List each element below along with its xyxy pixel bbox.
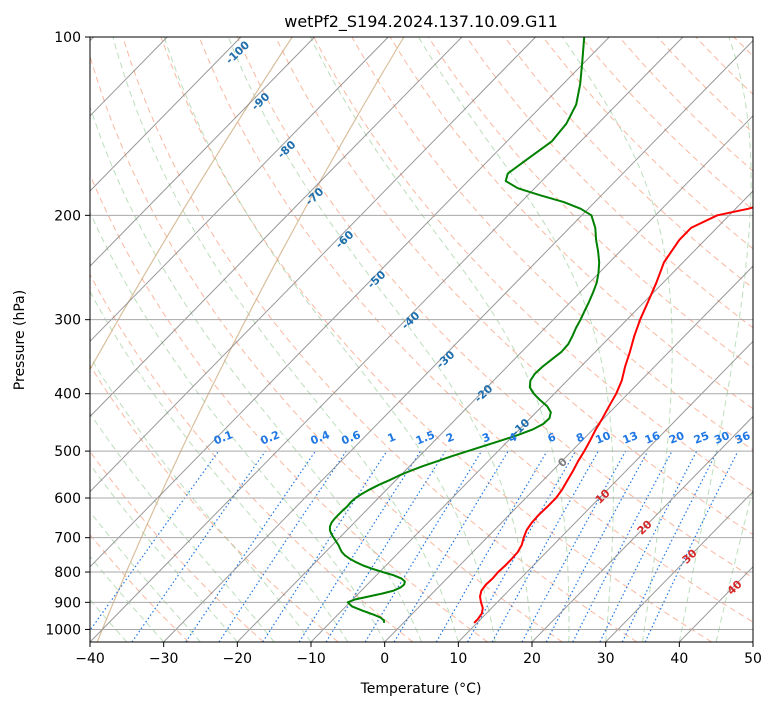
dry-adiabat-line (313, 37, 753, 493)
y-tick-label: 600 (54, 491, 81, 507)
isotherm-line (457, 340, 753, 642)
y-axis: 100 200 300 400 500 600 700 800 900 1000 (45, 30, 90, 638)
y-axis-title: Pressure (hPa) (12, 290, 28, 390)
moist-adiabat-line (90, 105, 422, 642)
x-tick-label: −10 (296, 651, 326, 667)
mixing-ratio-line (621, 450, 718, 642)
reference-curve-line (90, 37, 293, 371)
moist-adiabat-line (163, 37, 496, 642)
isotherm-line (605, 490, 753, 642)
moist-adiabat-line (90, 210, 386, 642)
mixing-ratio-line (466, 450, 577, 642)
y-tick-label: 1000 (45, 622, 81, 638)
plot-frame (89, 36, 754, 643)
moist-adiabat-line (678, 37, 752, 642)
isotherm-line (90, 37, 536, 493)
x-tick-label: −40 (75, 651, 105, 667)
chart-title: wetPf2_S194.2024.137.10.09.G11 (284, 12, 558, 32)
isotherm-line (90, 37, 610, 568)
mixing-ratio-line (364, 450, 483, 642)
mixing-ratio-line (545, 450, 649, 642)
mixing-ratio-label: 16 (643, 429, 662, 447)
isotherm-line (90, 37, 242, 192)
mixing-ratio-label: 10 (593, 429, 612, 447)
mixing-ratio-label: 30 (712, 429, 731, 447)
moist-adiabat-line (715, 487, 753, 642)
mixing-ratio-line (262, 450, 388, 642)
dry-adiabat-line (236, 37, 753, 579)
y-tick-label: 100 (54, 30, 81, 46)
y-tick-label: 900 (54, 595, 81, 611)
moist-adiabat-line (309, 37, 570, 642)
reference-curve-line (96, 37, 405, 642)
mixing-ratio-label: 20 (667, 429, 686, 447)
dry-adiabat-line (90, 173, 488, 642)
dry-adiabat-line (90, 54, 563, 642)
dry-adiabat-line (90, 364, 339, 642)
dewpoint-profile-line (328, 37, 601, 624)
isotherm-line (531, 415, 753, 642)
profile-series (328, 37, 753, 624)
isotherm-line (163, 39, 753, 642)
mixing-ratio-line (599, 450, 698, 642)
y-tick-label: 500 (54, 444, 81, 460)
x-tick-label: 50 (744, 651, 762, 667)
x-tick-label: −30 (149, 651, 179, 667)
x-axis-title: Temperature (°C) (360, 681, 482, 697)
y-tick-label: 200 (54, 208, 81, 224)
mixing-ratio-label: 8 (574, 430, 586, 445)
mixing-ratio-line (298, 450, 422, 642)
dry-adiabat-line (122, 37, 638, 642)
y-tick-label: 300 (54, 313, 81, 329)
moist-adiabat-line (112, 37, 459, 642)
x-tick-label: −20 (223, 651, 253, 667)
dry-adiabat-line (90, 450, 264, 642)
x-tick-label: 20 (523, 651, 541, 667)
moist-adiabat-line (561, 37, 673, 642)
moist-adiabat-line (90, 290, 349, 642)
x-tick-label: 30 (597, 651, 615, 667)
moist-adiabat-line (418, 37, 614, 642)
dry-adiabat-line (198, 37, 753, 623)
y-tick-label: 800 (54, 565, 81, 581)
dry-adiabat-line (389, 37, 753, 410)
grid (90, 37, 753, 642)
temperature-profile-line (473, 206, 753, 624)
mixing-ratio-label: 25 (692, 429, 711, 447)
isotherm-line (90, 37, 463, 418)
mixing-ratio-line (218, 450, 347, 642)
isotherm-line (310, 190, 753, 642)
x-tick-label: 40 (670, 651, 688, 667)
mixing-ratio-line (90, 450, 220, 632)
mixing-ratio-label: 13 (621, 429, 640, 447)
moist-adiabat-line (227, 37, 533, 642)
isotherm-line (384, 265, 753, 642)
x-tick-label: 0 (380, 651, 389, 667)
dry-adiabat-line (466, 37, 753, 329)
mixing-ratio-line (185, 450, 316, 642)
dry-adiabat-line (427, 37, 753, 369)
mixing-ratio-line (521, 450, 627, 642)
moist-adiabat-line (90, 412, 275, 642)
mixing-ratio-line (131, 450, 266, 642)
isotherm-line (90, 37, 389, 343)
isotherm-line (90, 37, 684, 642)
mixing-ratio-label: 36 (733, 429, 752, 447)
isotherm-line (90, 37, 315, 267)
y-tick-label: 700 (54, 531, 81, 547)
y-tick-label: 400 (54, 387, 81, 403)
dry-adiabat-line (351, 37, 753, 451)
mixing-ratio-label: 2 (444, 430, 456, 445)
moist-adiabat-line (90, 463, 238, 642)
mixing-ratio-label: 3 (480, 430, 492, 445)
x-tick-label: 10 (449, 651, 467, 667)
mixing-ratio-label: 1 (386, 430, 398, 445)
dry-adiabat-line (160, 37, 712, 642)
x-axis: −40 −30 −20 −10 0 10 20 30 40 50 (75, 642, 762, 667)
